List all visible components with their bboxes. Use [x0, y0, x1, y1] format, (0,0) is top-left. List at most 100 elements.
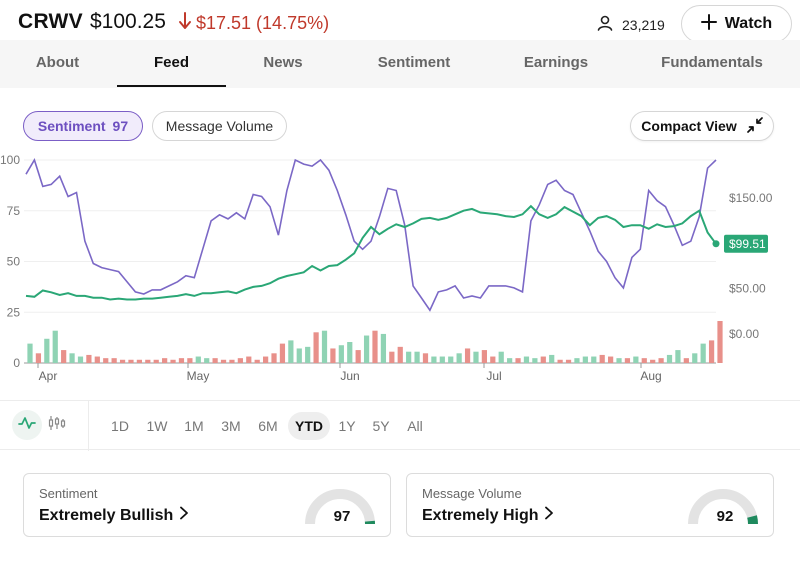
volume-bar	[683, 358, 689, 363]
volume-bar	[658, 358, 664, 363]
volume-bar	[641, 358, 647, 363]
watch-button[interactable]: Watch	[681, 5, 792, 43]
volume-bar	[549, 354, 555, 363]
tab-about[interactable]: About	[35, 54, 80, 71]
volume-bar	[565, 359, 572, 363]
sentiment-card-value-text: Extremely Bullish	[39, 506, 174, 524]
volume-bar	[162, 358, 168, 363]
volume-bar	[204, 358, 210, 363]
volume-bar	[220, 359, 227, 363]
volume-bar	[347, 342, 353, 363]
line-chart-button[interactable]	[12, 410, 42, 440]
volume-bar	[128, 359, 134, 363]
volume-bar	[271, 353, 277, 363]
volume-bar	[406, 351, 412, 363]
volume-bar	[321, 330, 328, 363]
range-3m[interactable]: 3M	[221, 418, 241, 434]
volume-bar	[338, 345, 344, 363]
sentiment-gauge: 97	[304, 486, 376, 530]
tab-news[interactable]: News	[263, 54, 303, 71]
chevron-right-icon	[179, 506, 189, 525]
volume-bar	[700, 343, 706, 363]
left-axis-tick: 50	[7, 255, 21, 269]
volume-bar	[263, 356, 269, 363]
volume-bar	[52, 330, 58, 363]
sentiment-card[interactable]: Sentiment Extremely Bullish 97	[23, 473, 391, 537]
line-chart-icon	[18, 415, 36, 436]
message-volume-gauge: 92	[687, 486, 759, 530]
tab-feed[interactable]: Feed	[153, 54, 189, 71]
volume-bar	[111, 358, 117, 363]
range-1w[interactable]: 1W	[146, 418, 168, 434]
volume-bar	[481, 350, 487, 363]
volume-bar	[431, 356, 437, 363]
volume-bar	[574, 358, 580, 363]
range-divider	[88, 401, 89, 451]
volume-bar	[363, 335, 370, 363]
volume-bar	[355, 350, 361, 363]
range-ytd[interactable]: YTD	[288, 412, 330, 440]
volume-bar	[591, 356, 597, 363]
candlestick-icon	[48, 415, 66, 436]
tab-sentiment[interactable]: Sentiment	[377, 54, 451, 71]
volume-bar	[178, 358, 185, 363]
volume-bar	[557, 359, 563, 363]
volume-bar	[35, 353, 42, 363]
range-1d[interactable]: 1D	[111, 418, 129, 434]
price-change-value: $17.51 (14.75%)	[196, 13, 330, 33]
x-axis-tick: Jun	[340, 369, 359, 383]
left-axis-tick: 0	[13, 356, 20, 370]
volume-bar	[246, 356, 252, 363]
section-tabs: About Feed News Sentiment Earnings Funda…	[0, 40, 800, 88]
volume-bar	[94, 356, 100, 363]
right-axis-tick: $0.00	[729, 327, 759, 341]
followers-value: 23,219	[622, 16, 665, 33]
volume-bar	[170, 359, 176, 363]
message-volume-gauge-score: 92	[716, 508, 734, 525]
volume-bar	[187, 358, 193, 363]
ticker-symbol: CRWV	[18, 10, 83, 33]
message-volume-chip[interactable]: Message Volume	[152, 111, 287, 141]
left-axis-tick: 25	[7, 305, 21, 319]
volume-bar	[717, 321, 723, 363]
volume-bar	[624, 358, 631, 363]
tab-fundamentals[interactable]: Fundamentals	[661, 54, 763, 71]
volume-bar	[582, 356, 588, 363]
compact-view-button[interactable]: Compact View	[630, 111, 774, 141]
message-volume-card-value: Extremely High	[422, 506, 554, 525]
volume-bar	[296, 348, 302, 363]
volume-bar	[330, 348, 336, 363]
right-axis-tick: $150.00	[729, 191, 773, 205]
followers-count[interactable]: 23,219	[596, 14, 665, 35]
price-tag	[724, 234, 768, 253]
volume-bar	[195, 356, 201, 363]
volume-bar	[498, 351, 504, 363]
left-axis-tick: 100	[0, 153, 20, 167]
range-6m[interactable]: 6M	[258, 418, 278, 434]
volume-bar	[650, 359, 656, 363]
stock-header: CRWV $100.25 $17.51 (14.75%) 23,219 Watc…	[0, 0, 800, 48]
sentiment-chip[interactable]: Sentiment 97	[23, 111, 143, 141]
range-1m[interactable]: 1M	[184, 418, 204, 434]
right-axis-tick: $50.00	[729, 282, 766, 296]
price-end-dot	[712, 240, 720, 248]
message-volume-card[interactable]: Message Volume Extremely High 92	[406, 473, 774, 537]
volume-bar	[288, 340, 294, 363]
volume-bar	[153, 359, 159, 363]
tab-earnings[interactable]: Earnings	[523, 54, 589, 71]
volume-bar	[523, 356, 530, 363]
collapse-icon	[746, 116, 763, 136]
range-1y[interactable]: 1Y	[338, 418, 356, 434]
range-all[interactable]: All	[407, 418, 423, 434]
volume-bar	[279, 343, 286, 363]
sentiment-price-chart[interactable]: 0 25 50 75 100 $0.00 $50.00 $150.00 Apr May Jun J…	[0, 148, 800, 388]
candlestick-button[interactable]	[42, 410, 72, 440]
volume-bar	[507, 358, 513, 363]
sentiment-card-value: Extremely Bullish	[39, 506, 189, 525]
volume-bar	[145, 359, 151, 363]
x-axis-tick: Aug	[640, 369, 661, 383]
volume-bar	[69, 353, 75, 363]
volume-bar	[212, 358, 218, 363]
volume-bar	[708, 340, 715, 363]
range-5y[interactable]: 5Y	[372, 418, 390, 434]
